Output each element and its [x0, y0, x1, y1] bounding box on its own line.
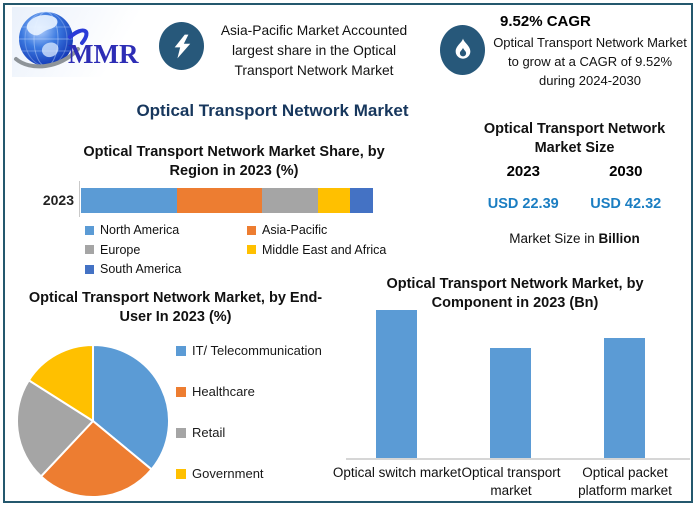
component-chart-title: Optical Transport Network Market, by Com…	[386, 276, 644, 311]
page-title: Optical Transport Network Market	[136, 101, 409, 120]
pie-chart-title: Optical Transport Network Market, by End…	[28, 290, 323, 325]
stacked-segment	[317, 188, 350, 213]
legend-swatch	[85, 225, 94, 235]
legend-item: Middle East and Africa	[247, 243, 395, 257]
region-stacked-bar	[81, 188, 373, 213]
legend-label: Healthcare	[192, 384, 255, 399]
market-size-values: USD 22.39 USD 42.32	[472, 196, 677, 212]
market-size-caption: Market Size in Billion	[509, 231, 640, 246]
component-chart-axis	[346, 458, 690, 460]
stacked-segment	[177, 188, 263, 213]
legend-label: Asia-Pacific	[262, 223, 328, 237]
legend-item: South America	[85, 262, 247, 276]
cagr-callout: 9.52% CAGR Optical Transport Network Mar…	[490, 13, 690, 90]
stacked-segment	[262, 188, 318, 213]
legend-swatch	[247, 245, 256, 254]
globe-icon: MMR	[14, 11, 139, 69]
flame-icon	[440, 25, 485, 75]
pie-slice	[16, 379, 94, 478]
region-chart-axis	[79, 181, 80, 217]
legend-swatch	[176, 427, 186, 438]
legend-item: Asia-Pacific	[247, 223, 395, 237]
cagr-title: 9.52% CAGR	[500, 13, 591, 30]
year-2030: 2030	[609, 163, 643, 180]
legend-swatch	[176, 345, 186, 356]
legend-swatch	[85, 245, 94, 254]
stacked-segment	[81, 188, 178, 213]
legend-swatch	[85, 264, 94, 274]
legend-item: North America	[85, 223, 247, 237]
end-user-pie-chart	[13, 341, 173, 501]
legend-label: Retail	[192, 425, 226, 440]
stacked-segment	[349, 188, 373, 213]
lightning-icon	[159, 22, 204, 70]
year-2023: 2023	[506, 163, 540, 180]
pie-chart-legend: IT/ Telecommunication Healthcare Retail …	[176, 341, 322, 505]
region-chart-title: Optical Transport Network Market Share, …	[83, 144, 385, 179]
legend-label: Government	[192, 466, 264, 481]
legend-swatch	[247, 225, 256, 235]
legend-item: Healthcare	[176, 382, 322, 401]
pie-slice	[27, 344, 94, 422]
pie-slice	[92, 344, 170, 471]
legend-item: Government	[176, 464, 322, 483]
legend-label: Middle East and Africa	[262, 242, 387, 257]
legend-label: Europe	[100, 242, 141, 257]
legend-label: North America	[100, 223, 180, 237]
logo-text: MMR	[68, 39, 139, 69]
legend-item: IT/ Telecommunication	[176, 341, 322, 360]
cagr-text: Optical Transport Network Market to grow…	[493, 35, 687, 88]
market-size-years: 2023 2030	[472, 163, 677, 180]
value-2030: USD 42.32	[590, 196, 662, 212]
legend-label: South America	[100, 262, 182, 276]
xlabel-optical-transport: Optical transport market	[461, 465, 561, 498]
legend-swatch	[176, 468, 186, 479]
bar-optical-transport	[490, 348, 531, 458]
legend-item: Europe	[85, 243, 247, 257]
region-chart-ytick: 2023	[42, 192, 74, 208]
xlabel-optical-switch: Optical switch market	[332, 465, 462, 480]
market-size-title: Optical Transport Network Market Size	[483, 121, 666, 156]
region-chart-legend: North America Asia-Pacific Europe Middle…	[85, 223, 395, 276]
value-2023: USD 22.39	[487, 196, 559, 212]
legend-item: Retail	[176, 423, 322, 442]
component-bar-chart	[346, 310, 690, 458]
bar-optical-packet	[604, 338, 645, 458]
xlabel-optical-packet: Optical packet platform market	[578, 465, 672, 498]
header-highlight-text: Asia-Pacific Market Accounted largest sh…	[220, 23, 408, 78]
pie-slice	[39, 420, 153, 498]
legend-label: IT/ Telecommunication	[192, 343, 322, 358]
bar-optical-switch	[376, 310, 417, 458]
mmr-logo: MMR	[12, 7, 148, 77]
legend-swatch	[176, 386, 186, 397]
